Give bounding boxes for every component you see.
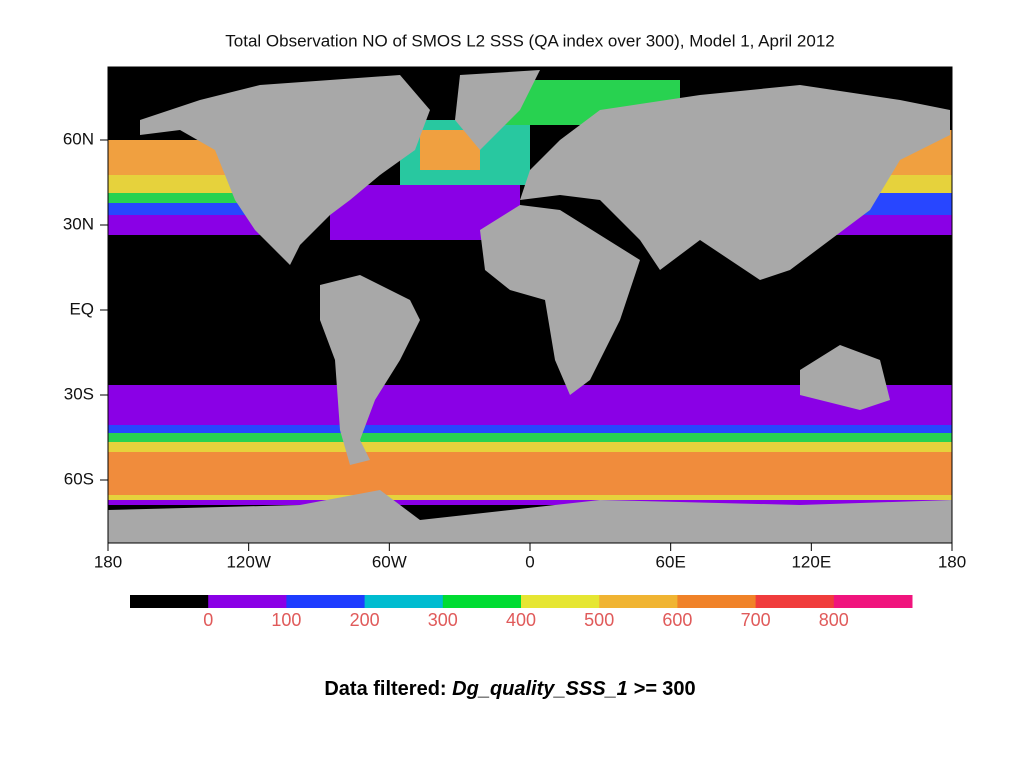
band bbox=[108, 215, 293, 235]
eurasia bbox=[520, 85, 950, 280]
map bbox=[107, 66, 953, 544]
lat-tick-label: 60S bbox=[64, 469, 94, 488]
lat-tick-label: 60N bbox=[63, 129, 94, 148]
caption-field: Dg_quality_SSS_1 >= bbox=[452, 678, 657, 700]
colorbar-segment bbox=[599, 595, 678, 608]
north-america bbox=[140, 75, 430, 265]
band bbox=[830, 215, 952, 235]
colorbar-segment bbox=[130, 595, 209, 608]
lat-tick-label: 30N bbox=[63, 214, 94, 233]
lon-tick-label: 180 bbox=[938, 552, 966, 571]
lat-tick-label: 30S bbox=[64, 384, 94, 403]
colorbar-label: 800 bbox=[819, 610, 849, 630]
colorbar-segment bbox=[755, 595, 835, 608]
axes: 60N 30N EQ 30S 60S 180 120W 60W 0 60E 120E 180 bbox=[63, 129, 966, 571]
southern-ocean-band bbox=[108, 385, 952, 505]
band bbox=[108, 433, 952, 442]
caption-threshold: 300 bbox=[662, 678, 695, 700]
band bbox=[108, 193, 293, 203]
colorbar-segment bbox=[286, 595, 366, 608]
colorbar-segment bbox=[364, 595, 444, 608]
colorbar: 0 100 200 300 400 500 600 700 800 bbox=[130, 595, 913, 630]
greenland bbox=[455, 70, 540, 150]
lon-tick-label: 120E bbox=[791, 552, 831, 571]
lon-tick-label: 60W bbox=[372, 552, 407, 571]
colorbar-segment bbox=[677, 595, 757, 608]
map-title: Total Observation NO of SMOS L2 SSS (QA … bbox=[225, 31, 834, 50]
colorbar-label: 0 bbox=[203, 610, 213, 630]
band bbox=[108, 425, 952, 433]
colorbar-label: 100 bbox=[271, 610, 301, 630]
band bbox=[108, 452, 952, 495]
colorbar-label: 400 bbox=[506, 610, 536, 630]
colorbar-segment bbox=[521, 595, 600, 608]
lon-tick-label: 0 bbox=[525, 552, 534, 571]
colorbar-segment bbox=[833, 595, 913, 608]
colorbar-label: 700 bbox=[741, 610, 771, 630]
caption-prefix: Data filtered: bbox=[324, 678, 446, 700]
colorbar-label: 600 bbox=[662, 610, 692, 630]
caption: Data filtered: Dg_quality_SSS_1 >= 300 bbox=[324, 678, 695, 700]
band bbox=[108, 442, 952, 452]
colorbar-segment bbox=[442, 595, 522, 608]
africa bbox=[480, 205, 640, 395]
lon-tick-label: 120W bbox=[226, 552, 270, 571]
lon-tick-label: 60E bbox=[656, 552, 686, 571]
south-america bbox=[320, 275, 420, 465]
colorbar-label: 200 bbox=[350, 610, 380, 630]
colorbar-segment bbox=[208, 595, 287, 608]
antarctica bbox=[108, 490, 952, 543]
colorbar-label: 500 bbox=[584, 610, 614, 630]
colorbar-label: 300 bbox=[428, 610, 458, 630]
band bbox=[108, 500, 952, 505]
band bbox=[108, 495, 952, 500]
australia bbox=[800, 345, 890, 410]
lon-tick-label: 180 bbox=[94, 552, 122, 571]
lat-tick-label: EQ bbox=[69, 299, 94, 318]
land bbox=[108, 70, 952, 543]
